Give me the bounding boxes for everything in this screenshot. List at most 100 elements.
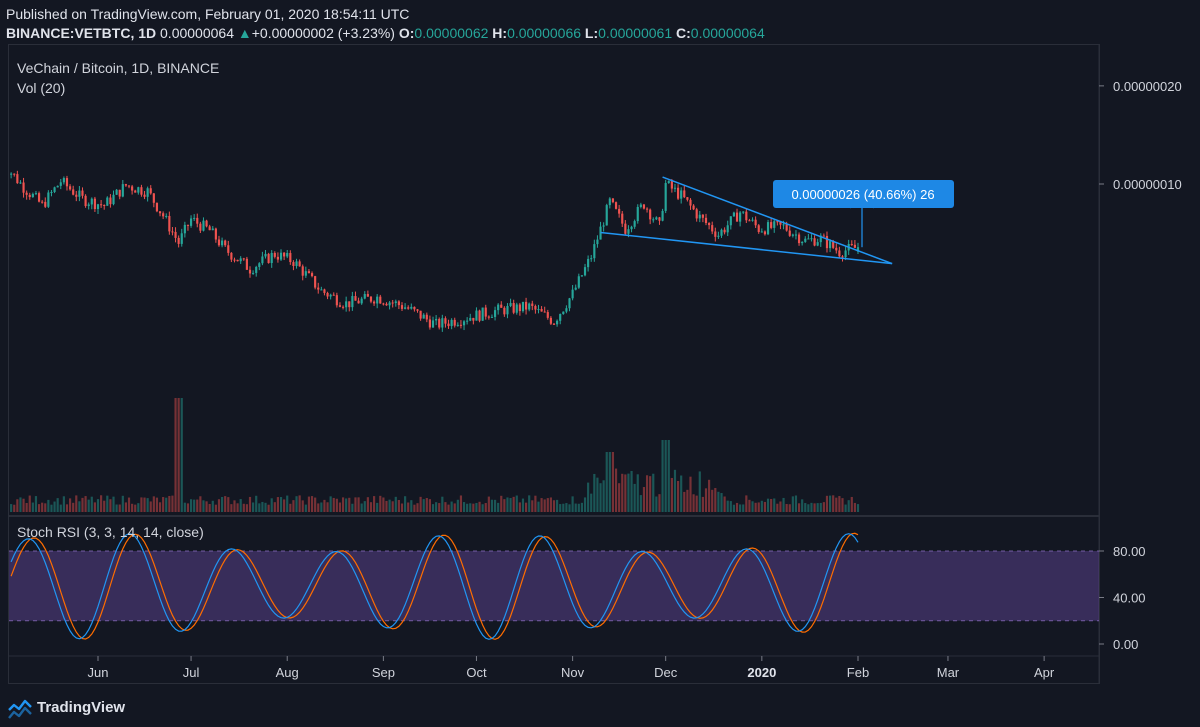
candle-body <box>22 182 25 193</box>
volume-bar <box>72 502 75 512</box>
volume-bar <box>162 497 165 512</box>
tradingview-logo-icon[interactable] <box>8 698 32 720</box>
volume-bar <box>856 504 860 512</box>
candle-body <box>425 314 428 320</box>
candle-body <box>351 296 354 308</box>
candle-body <box>279 252 283 260</box>
candle-body <box>828 241 832 249</box>
candle-body <box>155 202 159 212</box>
time-tick-label: Jun <box>88 665 109 680</box>
candle-body <box>711 225 714 232</box>
volume-bar <box>205 501 208 512</box>
volume-bar <box>261 501 264 512</box>
volume-bar <box>819 502 822 512</box>
volume-bar <box>279 497 283 512</box>
candle-body <box>100 204 103 206</box>
candle-body <box>273 252 276 257</box>
candle-body <box>292 262 295 266</box>
candle-body <box>645 208 649 210</box>
volume-bar <box>664 440 667 512</box>
volume-bar <box>850 496 853 512</box>
stoch-legend[interactable]: Stoch RSI (3, 3, 14, 14, close) <box>17 524 204 540</box>
volume-bar <box>816 503 819 512</box>
stoch-k-line <box>10 533 859 640</box>
candle-body <box>224 240 227 246</box>
candle-body <box>574 287 577 290</box>
volume-bar <box>314 497 317 512</box>
published-line: Published on TradingView.com, February 0… <box>6 6 410 22</box>
volume-bar <box>788 504 791 512</box>
symbol-label[interactable]: BINANCE:VETBTC, 1D <box>6 25 157 41</box>
volume-bar <box>87 499 90 512</box>
volume-bar <box>329 496 332 512</box>
volume-bar <box>521 498 525 512</box>
volume-bar <box>661 440 664 512</box>
volume-bar <box>444 502 447 512</box>
candle-body <box>580 275 584 277</box>
candle-body <box>289 252 292 263</box>
candle-body <box>410 306 413 309</box>
candle-body <box>587 258 590 268</box>
candle-body <box>267 253 270 264</box>
volume-bar <box>670 477 673 512</box>
candle-body <box>217 239 221 246</box>
candle-body <box>295 261 298 266</box>
candle-body <box>692 205 695 210</box>
time-tick-label: Mar <box>937 665 960 680</box>
candle-body <box>180 233 183 244</box>
volume-bar <box>611 452 615 512</box>
volume-bar <box>735 502 739 512</box>
volume-bar <box>596 477 599 512</box>
volume-bar <box>493 499 497 512</box>
candle-body <box>729 216 732 226</box>
volume-bar <box>766 498 770 512</box>
volume-bar <box>276 497 280 512</box>
volume-bar <box>81 497 84 512</box>
volume-bar <box>158 502 162 512</box>
candle-body <box>543 311 546 313</box>
volume-bar <box>100 495 103 512</box>
tradingview-brand[interactable]: TradingView <box>37 699 126 716</box>
candle-body <box>636 206 639 222</box>
volume-bar <box>397 499 400 512</box>
candle-body <box>90 198 93 205</box>
candle-body <box>503 307 506 315</box>
volume-bar <box>196 499 199 512</box>
candle-body <box>481 307 484 321</box>
candle-body <box>298 261 301 267</box>
volume-bar <box>630 470 633 512</box>
volume-bar <box>165 497 168 512</box>
candle-body <box>19 182 22 184</box>
volume-bar <box>93 502 96 512</box>
candle-body <box>394 301 397 303</box>
volume-bar <box>422 499 425 512</box>
stoch-band <box>9 550 1099 622</box>
volume-bar <box>841 498 844 512</box>
volume-bar <box>751 501 754 512</box>
volume-bar <box>134 504 137 512</box>
candle-body <box>183 224 186 234</box>
volume-bar <box>636 474 639 512</box>
volume-bar <box>431 504 435 512</box>
volume-bar <box>779 501 782 512</box>
volume-bar <box>466 503 469 512</box>
volume-bar <box>369 502 373 512</box>
candle-body <box>804 238 807 242</box>
volume-bar <box>757 502 760 512</box>
candle-body <box>661 210 664 221</box>
candle-body <box>528 303 531 310</box>
volume-bar <box>543 499 546 512</box>
volume-bar <box>680 475 683 512</box>
chart-legend-title[interactable]: VeChain / Bitcoin, 1D, BINANCE <box>17 60 220 76</box>
volume-bar <box>47 499 50 512</box>
volume-legend[interactable]: Vol (20) <box>17 80 66 96</box>
candle-body <box>121 184 124 197</box>
high-label: H: <box>492 25 508 41</box>
volume-bar <box>217 499 221 512</box>
volume-bar <box>515 495 518 512</box>
volume-bar <box>472 503 475 512</box>
volume-bar <box>103 500 106 512</box>
volume-bar <box>310 496 314 512</box>
volume-bar <box>524 502 528 512</box>
